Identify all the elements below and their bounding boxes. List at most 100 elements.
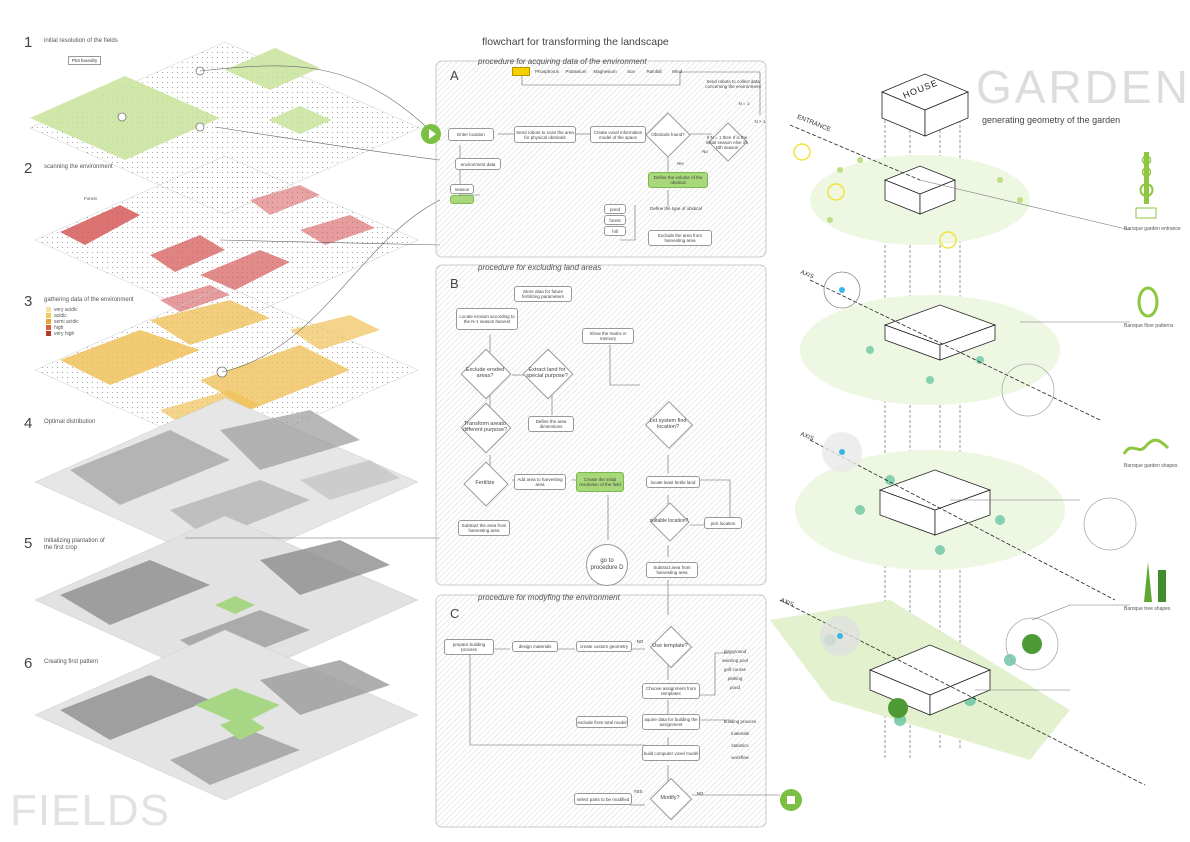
subtract-area-1: Subtract the area from harvesting area (458, 520, 510, 536)
panel-b-letter: B (450, 276, 459, 291)
garden-level-3 (795, 432, 1137, 601)
step-1-number: 1 (24, 34, 33, 51)
panel-c-title: procedure for modyfing the environment (478, 593, 620, 602)
label-baroque-shapes: Baroque garden shapes (1124, 463, 1178, 469)
stop-icon (787, 796, 795, 804)
legend-item: high (46, 325, 79, 331)
layer-6-first-pattern (34, 629, 419, 801)
season-node: season (450, 184, 474, 194)
obst-yes-label: Yes (676, 160, 684, 166)
garden-title: GARDEN (976, 61, 1190, 113)
obst-no-label: No (702, 148, 708, 154)
plot-boundary-label: Plot boundry (68, 56, 102, 65)
step-3-label: gathering data of the environment (44, 297, 134, 303)
pick-location: pick location (704, 517, 742, 529)
suitable-label: suitable location? (649, 517, 689, 524)
panel-b-title: procedure for excluding land areas (478, 263, 602, 272)
fields-title: FIELDS (10, 786, 171, 835)
template-golf-course: golf course (723, 666, 746, 672)
define-volume: Define the volume of the obstical (648, 172, 708, 188)
baroque-entrance-icon (1135, 152, 1157, 219)
create-custom-geometry: create custom geometry (576, 641, 632, 652)
send-robots-collect: Send robots to collect data concerning t… (705, 79, 761, 89)
forest-label: Forest (84, 196, 97, 201)
garden-level-1 (789, 124, 1030, 245)
obstacle-hill: hill (604, 226, 626, 236)
panel-c-letter: C (450, 606, 460, 621)
fields-layers (29, 41, 440, 801)
step-6-label: Creating first pattern (44, 659, 99, 665)
let-system-label: Let system find location? (649, 418, 687, 430)
exclude-eroded-label: Exclude eroded areas? (465, 367, 505, 379)
garden-illustration (770, 73, 1146, 786)
param-potassium: Potassium (565, 68, 587, 74)
season-decision-label: If N = 1 then If is the initial season e… (705, 134, 749, 150)
template-pond: pond (729, 684, 740, 690)
label-baroque-entrance: Baroque garden entrance (1124, 226, 1181, 232)
add-area: Add area to harvesting area (514, 474, 566, 490)
layer-2-scanning (34, 155, 419, 327)
exclude-area: Exclude the area from harvesting area (648, 230, 712, 246)
sun-icons (793, 143, 957, 249)
voxel-model: Create voxel information model of the sp… (590, 126, 646, 143)
data-workflow: workflow (731, 754, 749, 760)
design-materials: design materials (512, 641, 558, 652)
step-1-label: initial resolution of the fields (44, 38, 118, 44)
garden-level-2 (800, 271, 1101, 421)
end-stop-button[interactable] (780, 789, 802, 811)
define-type: Define the type of obstical (650, 205, 702, 211)
show-matrix: Show the matrix in memory (582, 328, 634, 344)
acquire-data: aquire data for building the assignment (642, 714, 700, 730)
panel-a-title: procedure for acquiring data of the envi… (478, 57, 647, 66)
panel-a-letter: A (450, 68, 459, 83)
param-magnesium: Magnesium (593, 68, 617, 74)
step-4-number: 4 (24, 415, 33, 432)
param-rainfall: Rainfall (646, 68, 662, 74)
label-baroque-floor: Baroque floor patterns (1124, 323, 1174, 329)
garden-level-4 (770, 599, 1146, 786)
extract-land-label: Extract land for special purpose? (526, 367, 568, 379)
prepare-building: prepare building process (444, 639, 494, 655)
environment-data: environment data (455, 158, 501, 170)
n2-label: N > 1 (754, 118, 766, 124)
template-swimming-pool: swiming pool (721, 657, 748, 663)
step-2-label: scanning the environment (44, 164, 113, 170)
modify-label: Modify? (660, 794, 680, 801)
flowchart-title: flowchart for transforming the landscape (482, 36, 669, 48)
subtract-area-2: Subtract area from harvesting area (646, 562, 698, 578)
data-materials: materials (730, 730, 750, 736)
legend-item: very acidic (46, 307, 79, 313)
go-to-procedure-d: go to procedure D (586, 544, 628, 586)
legend-item: very high (46, 331, 79, 337)
season-current-node (450, 195, 474, 204)
obstacle-forest: forest (604, 215, 626, 225)
send-robots-scan: Send robots to scan the area for physica… (514, 126, 576, 143)
layer-1-initial-resolution (29, 41, 421, 215)
use-template-label: Use template? (652, 643, 688, 649)
create-initial-resolution: Create the initial resolution of the fie… (576, 472, 624, 492)
step-4-label: Optimal distribution (44, 419, 96, 425)
build-voxel-model: build computer voxel model (642, 745, 700, 761)
template-playground: playground (723, 648, 747, 654)
layer-5-plantation (34, 515, 419, 687)
store-data: Store data for future fertilizing parame… (514, 286, 572, 302)
play-icon (429, 129, 436, 139)
template-parking: parking (727, 675, 743, 681)
exclude-total-model: exclude from total model (576, 716, 628, 728)
modify-yes-label: YES (633, 788, 643, 794)
param-highlight (512, 67, 530, 76)
obstacle-pond: pond (604, 204, 626, 214)
step-2-number: 2 (24, 160, 33, 177)
template-no-label: NO (636, 638, 644, 644)
select-parts: select parts to be modified (574, 793, 632, 805)
choose-assignment: Choose assignment from templates (642, 683, 700, 699)
soil-legend: very acidic acidic semi acidic high very… (46, 307, 79, 337)
param-phosphorus: Phosphorus (534, 68, 560, 74)
legend-item: semi acidic (46, 319, 79, 325)
locate-erosion: Locate erosion according to the N-1 seas… (456, 308, 518, 330)
transform-label: Transform areato different purpose? (462, 421, 508, 433)
param-wind: Wind (671, 68, 683, 74)
label-baroque-trees: Baroque tree shapes (1124, 606, 1171, 612)
baroque-shapes-icon (1122, 438, 1170, 455)
start-play-button[interactable] (421, 124, 441, 144)
